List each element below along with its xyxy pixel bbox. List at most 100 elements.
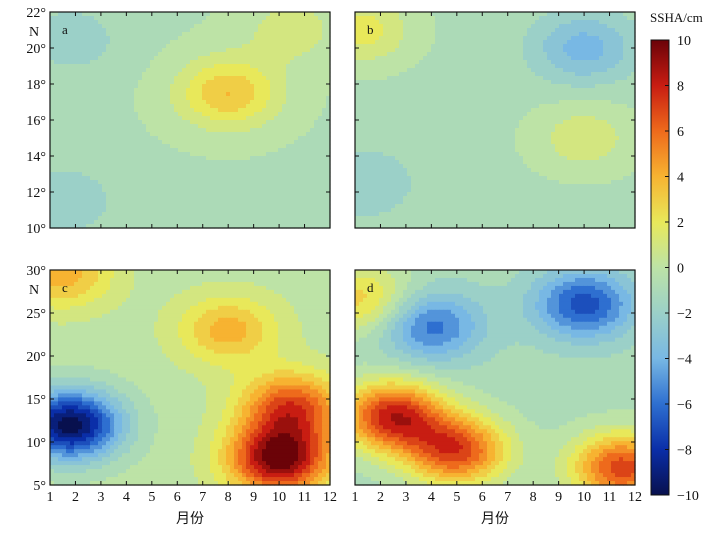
field-cell (226, 104, 231, 109)
field-cell (218, 180, 223, 185)
field-cell (499, 52, 504, 57)
field-cell (266, 192, 271, 197)
field-cell (379, 60, 384, 65)
field-cell (102, 156, 107, 161)
field-cell (150, 84, 155, 89)
field-cell (178, 92, 183, 97)
field-cell (274, 184, 279, 189)
field-cell (587, 32, 592, 37)
field-cell (326, 160, 331, 165)
field-cell (214, 152, 219, 157)
field-cell (326, 216, 331, 221)
field-cell (286, 132, 291, 137)
field-cell (258, 160, 263, 165)
field-cell (254, 136, 259, 141)
field-cell (551, 60, 556, 65)
field-cell (479, 44, 484, 49)
field-cell (206, 112, 211, 117)
field-cell (214, 148, 219, 153)
field-cell (178, 220, 183, 225)
field-cell (206, 164, 211, 169)
field-cell (515, 60, 520, 65)
field-cell (194, 64, 199, 69)
field-cell (298, 196, 303, 201)
field-cell (230, 152, 235, 157)
field-cell (359, 20, 364, 25)
field-cell (286, 220, 291, 225)
field-cell (314, 120, 319, 125)
field-cell (102, 120, 107, 125)
field-cell (230, 136, 235, 141)
field-cell (443, 24, 448, 29)
field-cell (142, 156, 147, 161)
field-cell (114, 20, 119, 25)
field-cell (559, 48, 564, 53)
field-cell (98, 180, 103, 185)
field-cell (150, 100, 155, 105)
field-cell (134, 124, 139, 129)
field-cell (186, 68, 191, 73)
field-cell (230, 220, 235, 225)
field-cell (262, 224, 267, 229)
field-cell (306, 48, 311, 53)
field-cell (355, 32, 360, 37)
field-cell (391, 40, 396, 45)
field-cell (202, 56, 207, 61)
field-cell (395, 20, 400, 25)
field-cell (595, 52, 600, 57)
field-cell (411, 52, 416, 57)
field-cell (206, 216, 211, 221)
field-cell (306, 76, 311, 81)
field-cell (218, 192, 223, 197)
field-cell (86, 52, 91, 57)
field-cell (242, 168, 247, 173)
field-cell (102, 148, 107, 153)
field-cell (102, 212, 107, 217)
field-cell (178, 132, 183, 137)
field-cell (134, 192, 139, 197)
field-cell (226, 152, 231, 157)
field-cell (399, 44, 404, 49)
field-cell (126, 132, 131, 137)
field-cell (202, 40, 207, 45)
field-cell (66, 172, 71, 177)
field-cell (218, 156, 223, 161)
field-cell (322, 160, 327, 165)
field-cell (290, 20, 295, 25)
field-cell (214, 220, 219, 225)
field-cell (206, 104, 211, 109)
field-cell (114, 44, 119, 49)
field-cell (174, 84, 179, 89)
field-cell (106, 152, 111, 157)
field-cell (210, 220, 215, 225)
field-cell (266, 148, 271, 153)
field-cell (210, 152, 215, 157)
field-cell (226, 172, 231, 177)
field-cell (118, 36, 123, 41)
field-cell (575, 24, 580, 29)
field-cell (367, 20, 372, 25)
field-cell (202, 164, 207, 169)
field-cell (190, 80, 195, 85)
field-cell (623, 72, 628, 77)
field-cell (206, 100, 211, 105)
field-cell (158, 200, 163, 205)
field-cell (110, 76, 115, 81)
field-cell (230, 156, 235, 161)
field-cell (218, 12, 223, 17)
field-cell (583, 32, 588, 37)
field-cell (62, 40, 67, 45)
field-cell (54, 216, 59, 221)
field-cell (98, 208, 103, 213)
field-cell (98, 88, 103, 93)
field-cell (214, 120, 219, 125)
field-cell (254, 128, 259, 133)
field-cell (318, 32, 323, 37)
field-cell (234, 24, 239, 29)
field-cell (130, 216, 135, 221)
field-cell (122, 180, 127, 185)
field-cell (110, 32, 115, 37)
field-cell (286, 200, 291, 205)
field-cell (427, 48, 432, 53)
field-cell (198, 108, 203, 113)
